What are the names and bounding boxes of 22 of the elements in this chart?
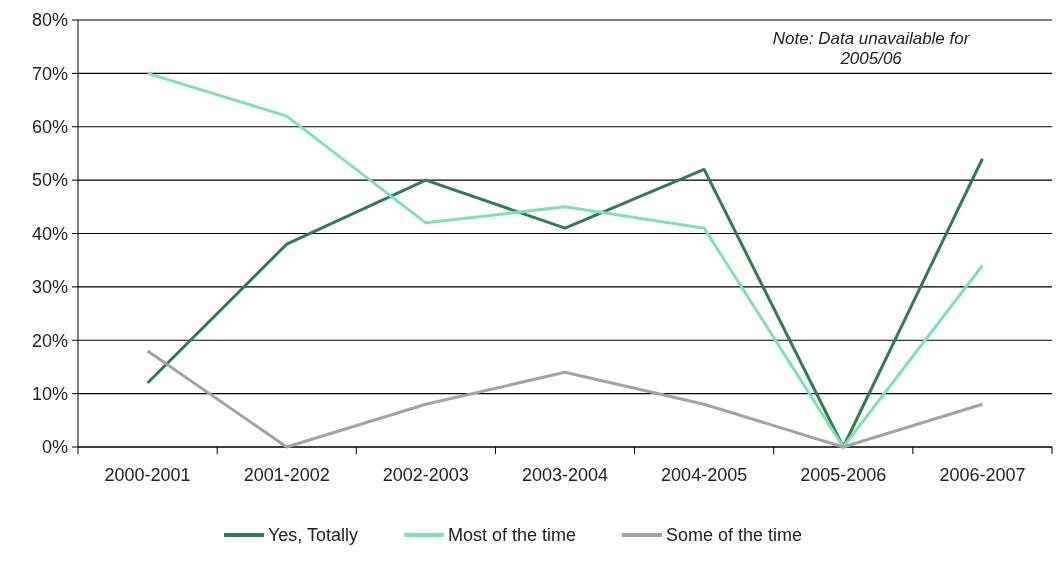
y-tick-label: 50% — [31, 170, 68, 191]
y-tick-label: 70% — [31, 63, 68, 84]
legend-label: Some of the time — [666, 525, 803, 546]
y-tick-label: 10% — [31, 383, 68, 404]
y-tick-label: 60% — [31, 117, 68, 138]
line-series — [146, 71, 984, 449]
x-tick-label: 2002-2003 — [382, 465, 469, 485]
legend-label: Most of the time — [448, 525, 577, 546]
y-tick-label: 80% — [31, 10, 68, 31]
y-tick-label: 0% — [41, 437, 68, 458]
x-tick-label: 2004-2005 — [661, 465, 748, 485]
annotation: Note: Data unavailable for 2005/06 — [772, 29, 971, 69]
line-series — [146, 349, 984, 449]
y-tick-label: 30% — [31, 277, 68, 298]
x-tick-label: 2006-2007 — [939, 465, 1026, 485]
legend-label: Yes, Totally — [268, 525, 359, 546]
x-tick-label: 2001-2002 — [243, 465, 330, 485]
y-tick-label: 20% — [31, 330, 68, 351]
x-tick-label: 2003-2004 — [521, 465, 609, 485]
x-tick-label: 2005-2006 — [800, 465, 887, 485]
y-tick-label: 40% — [31, 223, 68, 244]
x-tick-label: 2000-2001 — [104, 465, 191, 485]
